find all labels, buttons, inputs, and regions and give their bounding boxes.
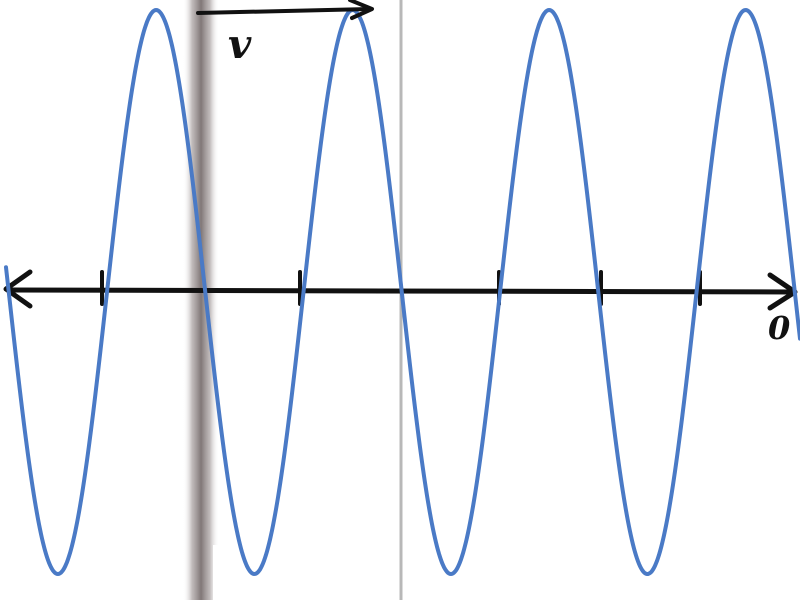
wave-gap-mask [176, 0, 184, 55]
arrow-right-head [348, 0, 374, 20]
velocity-arrow [196, 0, 374, 20]
arrowhead-left-icon [3, 269, 33, 309]
wave-gap-mask-lower [213, 545, 221, 600]
shadow-band [183, 0, 219, 600]
velocity-label: v [228, 21, 252, 68]
origin-label: 0 [768, 309, 790, 347]
sine-wave [4, 7, 800, 577]
arrow-right-icon [196, 7, 372, 15]
